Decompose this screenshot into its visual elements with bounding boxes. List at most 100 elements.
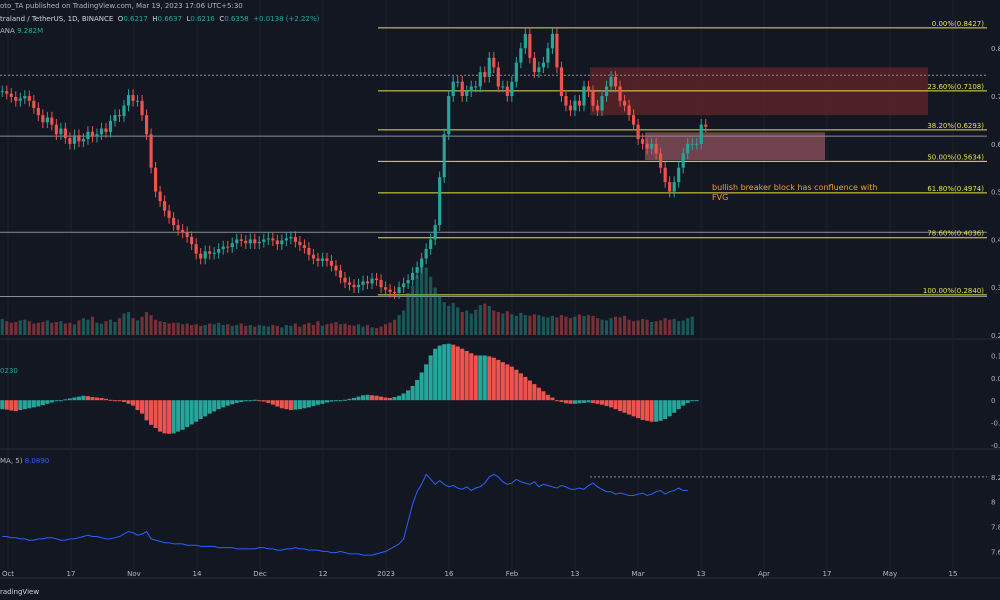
volume-bar (190, 325, 194, 335)
volume-bar (163, 321, 167, 335)
candle-body (190, 237, 194, 245)
osc-bar (180, 400, 185, 430)
volume-bar (681, 320, 685, 335)
osc-bar (523, 376, 528, 401)
x-tick: 15 (949, 570, 958, 578)
osc-bar (627, 400, 632, 415)
volume-bar (365, 325, 370, 335)
publish-text: oto_TA published on TradingView.com, Mar… (0, 2, 243, 10)
candle-body (523, 33, 527, 49)
osc-bar (446, 343, 451, 401)
volume-bar (668, 319, 672, 335)
volume-bar (284, 325, 288, 335)
volume-bar (586, 315, 591, 335)
volume-bar (212, 324, 216, 335)
candle-body (257, 241, 261, 244)
osc-bar (469, 353, 474, 401)
volume-bar (126, 312, 131, 335)
volume-bar (573, 316, 577, 335)
candle-body (393, 291, 397, 293)
osc-bar (464, 350, 469, 401)
volume-bar (559, 315, 564, 335)
osc-legend: 0230 (0, 367, 18, 375)
volume-bar (352, 325, 356, 335)
volume-bar (181, 324, 185, 335)
osc-bar (162, 400, 167, 434)
volume-bar (447, 305, 451, 335)
candle-body (280, 240, 284, 245)
change-value: +0.0138 (+2.22%) (253, 15, 320, 23)
osc-bar (234, 400, 239, 403)
x-tick: 14 (193, 570, 202, 578)
osc-bar (333, 400, 338, 402)
osc-bar (451, 344, 456, 401)
osc-bar (419, 372, 424, 401)
candle-body (338, 270, 343, 278)
osc-bar (103, 398, 109, 401)
volume-bar (654, 321, 658, 335)
volume-bar (289, 325, 293, 335)
osc-bar (144, 400, 149, 421)
osc-bar (609, 400, 614, 408)
osc-bar (216, 400, 221, 410)
osc-bar (397, 395, 402, 401)
volume-bar (636, 320, 640, 335)
candle-body (23, 96, 27, 99)
volume-bar (239, 323, 243, 335)
candle-body (686, 143, 690, 154)
osc-bar (595, 400, 600, 404)
fib-label: 100.00%(0.2840) (923, 287, 984, 295)
volume-bar (686, 318, 690, 335)
candle-body (81, 139, 86, 142)
volume-bar (347, 325, 352, 335)
ma-tick: 7.8 (991, 524, 1000, 532)
osc-bar (442, 344, 447, 401)
candle-body (433, 225, 437, 240)
x-tick: 2023 (377, 570, 395, 578)
candle-body (618, 86, 622, 101)
osc-bar (189, 400, 194, 425)
candle-body (284, 238, 288, 241)
osc-bar (536, 387, 541, 401)
osc-bar (117, 400, 122, 402)
osc-bar (663, 400, 668, 420)
candle-body (172, 217, 176, 226)
osc-bar (681, 400, 686, 406)
candle-body (90, 131, 95, 137)
candle-body (613, 76, 618, 87)
candle-body (176, 225, 180, 230)
osc-bar (140, 400, 145, 414)
osc-bar (654, 400, 659, 422)
osc-bar (320, 400, 325, 404)
osc-bar (577, 400, 582, 404)
osc-bar (112, 400, 118, 402)
candle-body (460, 81, 464, 97)
osc-bar (90, 397, 95, 401)
volume-bar (217, 322, 221, 335)
volume-legend: ANA 9.282M (0, 27, 43, 35)
volume-bar (496, 312, 500, 335)
volume-bar (415, 275, 419, 335)
volume-bar (438, 295, 442, 335)
candle-body (140, 100, 144, 116)
osc-bar (221, 400, 226, 408)
volume-bar (199, 325, 203, 335)
candle-body (298, 241, 302, 246)
volume-bar (320, 325, 325, 335)
osc-bar (293, 400, 298, 410)
candle-body (402, 283, 406, 288)
candle-body (289, 237, 293, 239)
volume-bar (5, 321, 9, 335)
candle-body (636, 124, 640, 140)
osc-tick: 0 (991, 397, 995, 405)
osc-bar (532, 384, 537, 401)
volume-bar (442, 302, 446, 335)
osc-bar (392, 397, 397, 401)
osc-bar (415, 380, 420, 401)
volume-bar (618, 317, 622, 335)
osc-bar (266, 400, 271, 403)
candle-body (478, 72, 482, 87)
osc-bar (297, 400, 302, 410)
volume-bar (81, 318, 86, 335)
